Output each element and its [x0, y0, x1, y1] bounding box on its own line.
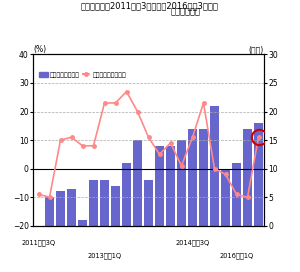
Text: 2013年第1Q: 2013年第1Q — [87, 252, 122, 259]
Bar — [232, 163, 241, 226]
Bar — [34, 226, 43, 231]
Bar — [166, 146, 175, 226]
Bar — [56, 191, 65, 226]
Text: 2014年第3Q: 2014年第3Q — [176, 240, 210, 246]
Bar — [133, 140, 142, 226]
Bar — [100, 180, 109, 226]
Bar — [89, 180, 98, 226]
Bar — [177, 140, 186, 226]
Bar — [199, 129, 208, 226]
Text: （四半期毎）: （四半期毎） — [171, 8, 201, 17]
Bar — [188, 129, 197, 226]
Bar — [221, 169, 230, 226]
Bar — [144, 180, 153, 226]
Bar — [45, 197, 54, 226]
Bar — [155, 146, 164, 226]
Bar — [243, 129, 252, 226]
Legend: 経常利益（右軸）, 前年同期比（左軸）: 経常利益（右軸）, 前年同期比（左軸） — [36, 70, 129, 80]
Bar — [254, 123, 263, 226]
Bar — [67, 188, 76, 226]
Bar — [111, 186, 120, 226]
Bar — [78, 220, 87, 226]
Bar — [122, 163, 131, 226]
Bar — [210, 106, 219, 226]
Text: (%): (%) — [33, 45, 46, 54]
Text: データ期間：2011年第3四半期〜2016年第3四半期: データ期間：2011年第3四半期〜2016年第3四半期 — [81, 1, 219, 10]
Text: (兆円): (兆円) — [249, 45, 264, 54]
Text: 2016年第1Q: 2016年第1Q — [219, 252, 253, 259]
Text: 2011年第3Q: 2011年第3Q — [21, 240, 56, 246]
